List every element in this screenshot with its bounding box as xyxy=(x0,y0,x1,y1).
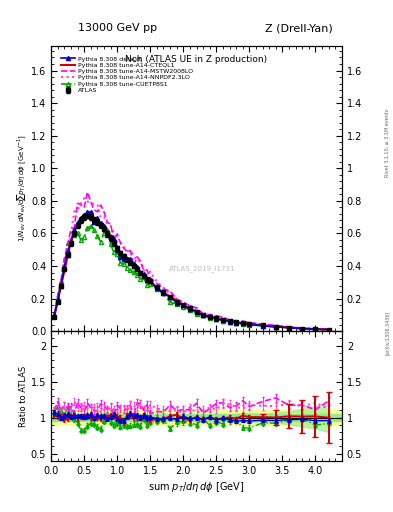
Pythia 8.308 tune-CUETP8S1 xyxy=(92,227,96,233)
Pythia 8.308 tune-A14-NNPDF2.3LO xyxy=(105,221,110,227)
Pythia 8.308 default xyxy=(181,302,185,308)
Text: [arXiv:1306.3436]: [arXiv:1306.3436] xyxy=(385,311,390,355)
Pythia 8.308 tune-A14-CTEQL1 xyxy=(313,326,318,332)
Pythia 8.308 tune-A14-NNPDF2.3LO xyxy=(201,310,206,316)
Pythia 8.308 tune-CUETP8S1 xyxy=(326,327,331,333)
Bar xyxy=(51,411,342,425)
Pythia 8.308 tune-A14-CTEQL1 xyxy=(201,312,206,318)
Pythia 8.308 tune-A14-NNPDF2.3LO xyxy=(92,201,96,207)
Pythia 8.308 tune-A14-MSTW2008LO xyxy=(313,326,318,332)
Pythia 8.308 tune-A14-NNPDF2.3LO xyxy=(108,222,113,228)
Line: Pythia 8.308 tune-A14-NNPDF2.3LO: Pythia 8.308 tune-A14-NNPDF2.3LO xyxy=(54,198,329,329)
Pythia 8.308 tune-A14-NNPDF2.3LO xyxy=(326,326,331,332)
Line: Pythia 8.308 default: Pythia 8.308 default xyxy=(52,210,331,332)
Pythia 8.308 tune-A14-CTEQL1 xyxy=(326,327,331,333)
Pythia 8.308 tune-A14-MSTW2008LO xyxy=(181,299,185,305)
Pythia 8.308 tune-A14-CTEQL1 xyxy=(105,230,110,236)
Pythia 8.308 tune-CUETP8S1 xyxy=(201,312,206,318)
X-axis label: sum $p_T/d\eta\, d\phi$ [GeV]: sum $p_T/d\eta\, d\phi$ [GeV] xyxy=(148,480,245,494)
Pythia 8.308 default xyxy=(52,312,57,318)
Pythia 8.308 tune-A14-NNPDF2.3LO xyxy=(313,326,318,332)
Pythia 8.308 tune-A14-CTEQL1 xyxy=(52,313,57,319)
Legend: Pythia 8.308 default, Pythia 8.308 tune-A14-CTEQL1, Pythia 8.308 tune-A14-MSTW20: Pythia 8.308 default, Pythia 8.308 tune-… xyxy=(60,55,194,94)
Pythia 8.308 tune-CUETP8S1 xyxy=(313,326,318,332)
Pythia 8.308 tune-CUETP8S1 xyxy=(105,227,110,233)
Pythia 8.308 tune-A14-MSTW2008LO xyxy=(201,311,206,317)
Line: Pythia 8.308 tune-A14-CTEQL1: Pythia 8.308 tune-A14-CTEQL1 xyxy=(54,214,329,330)
Text: ATLAS_2019_I1731: ATLAS_2019_I1731 xyxy=(169,265,235,272)
Pythia 8.308 tune-A14-MSTW2008LO xyxy=(85,189,90,195)
Pythia 8.308 tune-A14-MSTW2008LO xyxy=(326,326,331,332)
Pythia 8.308 tune-CUETP8S1 xyxy=(108,241,113,247)
Pythia 8.308 tune-A14-MSTW2008LO xyxy=(92,207,96,213)
Pythia 8.308 default xyxy=(88,209,93,215)
Text: Nch (ATLAS UE in Z production): Nch (ATLAS UE in Z production) xyxy=(125,55,268,63)
Pythia 8.308 tune-A14-CTEQL1 xyxy=(181,303,185,309)
Pythia 8.308 tune-A14-MSTW2008LO xyxy=(52,312,57,318)
Pythia 8.308 tune-CUETP8S1 xyxy=(181,304,185,310)
Pythia 8.308 tune-A14-NNPDF2.3LO xyxy=(52,312,57,318)
Pythia 8.308 tune-A14-CTEQL1 xyxy=(108,232,113,238)
Line: Pythia 8.308 tune-A14-MSTW2008LO: Pythia 8.308 tune-A14-MSTW2008LO xyxy=(54,192,329,329)
Y-axis label: Ratio to ATLAS: Ratio to ATLAS xyxy=(19,366,28,426)
Pythia 8.308 tune-CUETP8S1 xyxy=(52,312,57,318)
Pythia 8.308 tune-A14-CTEQL1 xyxy=(85,211,90,217)
Pythia 8.308 default xyxy=(326,327,331,333)
Pythia 8.308 default xyxy=(313,326,318,332)
Pythia 8.308 tune-A14-MSTW2008LO xyxy=(108,221,113,227)
Pythia 8.308 tune-CUETP8S1 xyxy=(88,223,93,229)
Line: Pythia 8.308 tune-CUETP8S1: Pythia 8.308 tune-CUETP8S1 xyxy=(52,224,331,332)
Bar xyxy=(51,414,342,421)
Text: Rivet 3.1.10, ≥ 3.1M events: Rivet 3.1.10, ≥ 3.1M events xyxy=(385,109,390,178)
Pythia 8.308 tune-A14-NNPDF2.3LO xyxy=(181,301,185,307)
Pythia 8.308 tune-A14-CTEQL1 xyxy=(92,218,96,224)
Pythia 8.308 tune-A14-NNPDF2.3LO xyxy=(82,195,86,201)
Pythia 8.308 tune-A14-MSTW2008LO xyxy=(105,219,110,225)
Pythia 8.308 default xyxy=(108,234,113,241)
Text: Z (Drell-Yan): Z (Drell-Yan) xyxy=(265,23,332,33)
Text: 13000 GeV pp: 13000 GeV pp xyxy=(78,23,158,33)
Y-axis label: $1/N_\mathrm{ev}\ dN_\mathrm{ev}/d\!\sum\! p_T/d\eta\, d\phi\ [\mathrm{GeV}^{-1}: $1/N_\mathrm{ev}\ dN_\mathrm{ev}/d\!\sum… xyxy=(15,135,28,243)
Pythia 8.308 default xyxy=(201,312,206,318)
Pythia 8.308 default xyxy=(92,219,96,225)
Pythia 8.308 default xyxy=(105,232,110,239)
